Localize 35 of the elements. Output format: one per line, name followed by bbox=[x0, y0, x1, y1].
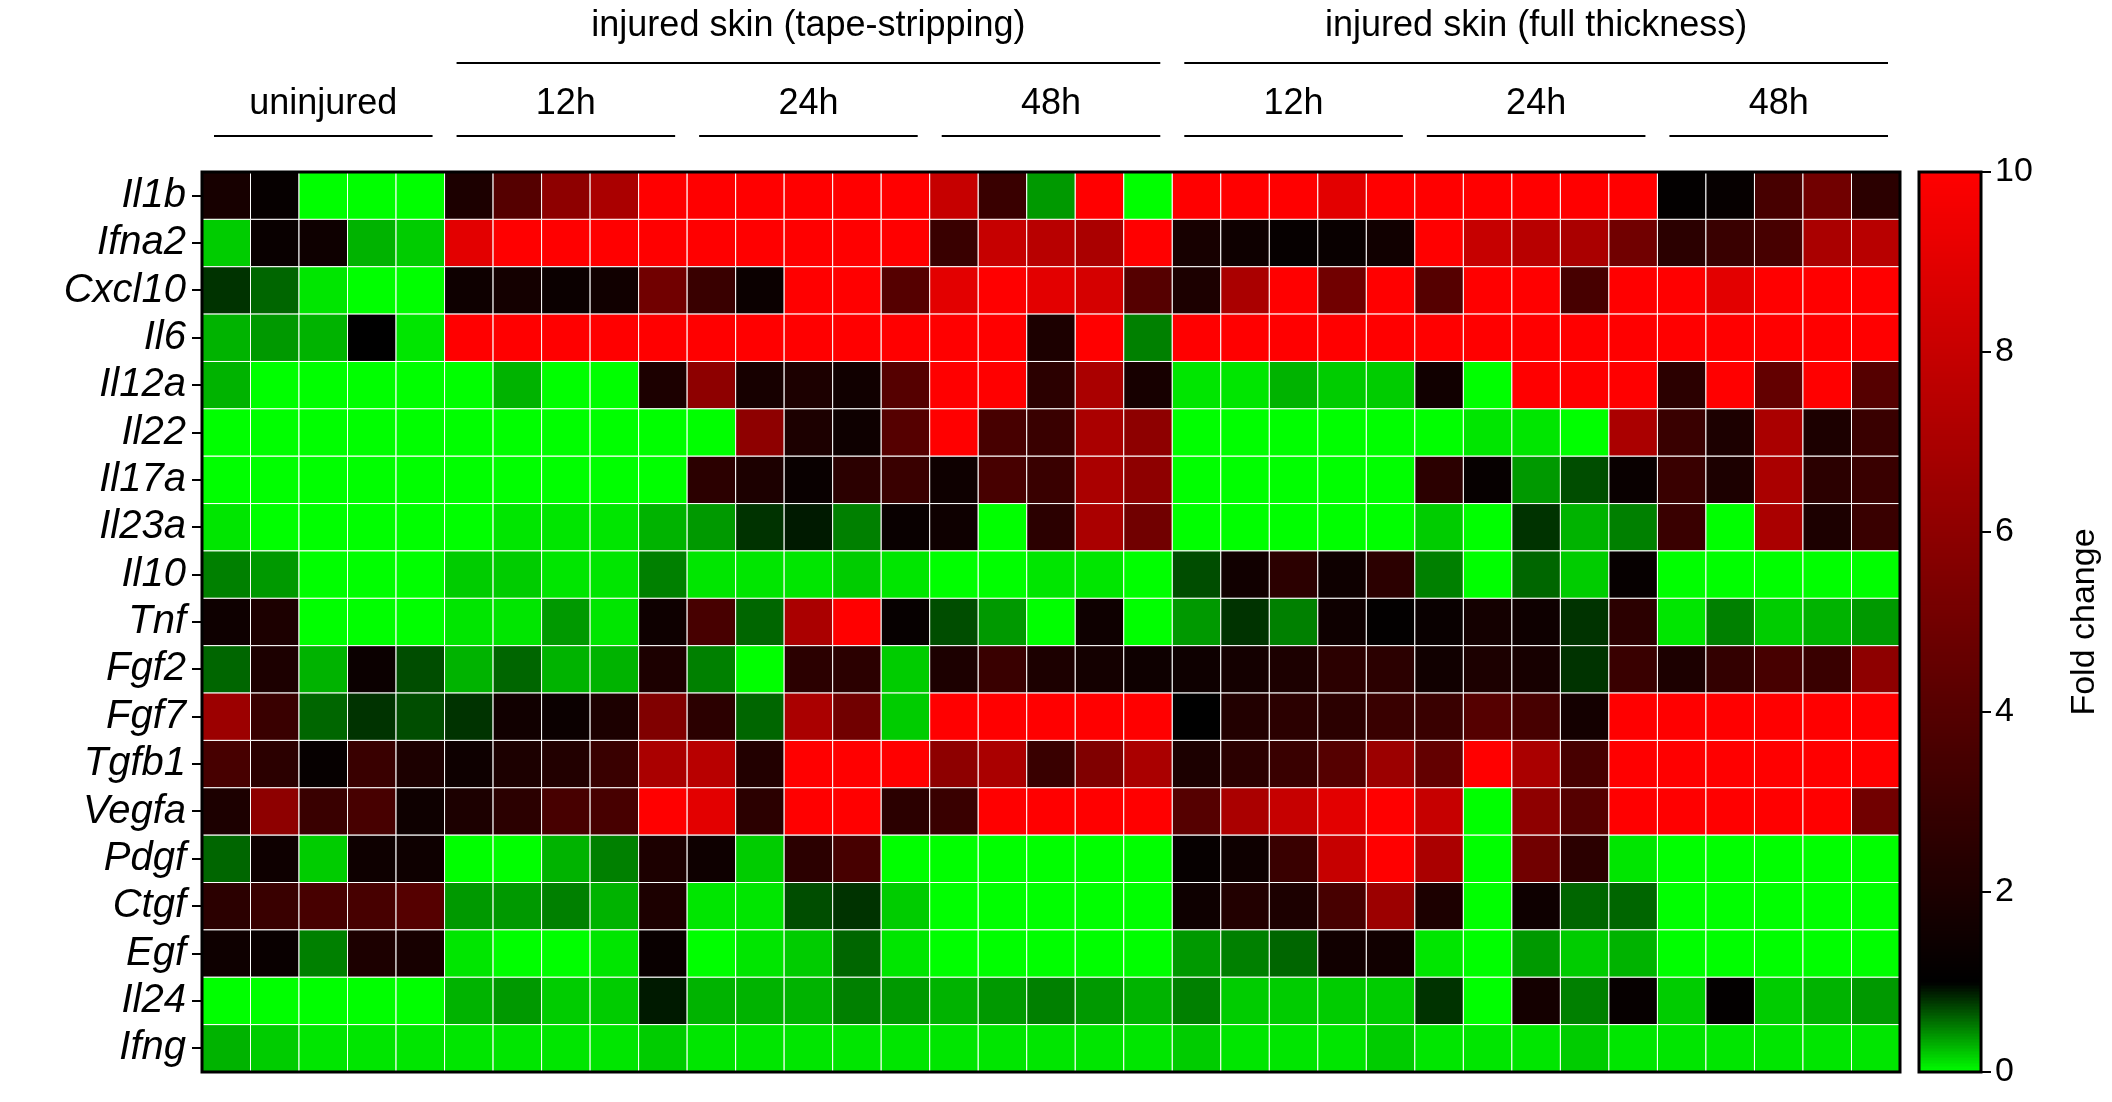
text: injured skin (full thickness) bbox=[1325, 2, 1748, 44]
y-tick-label: Pdgf bbox=[103, 833, 190, 878]
y-tick-label: Fgf7 bbox=[105, 691, 188, 736]
y-tick-label: Tnf bbox=[128, 597, 190, 642]
y-tick-label: Il6 bbox=[143, 312, 187, 357]
color-bar-title: Fold change bbox=[2063, 528, 2102, 716]
text: uninjured bbox=[249, 80, 398, 122]
y-tick-label: Il17a bbox=[99, 455, 186, 500]
color-bar-label: 8 bbox=[1995, 330, 2014, 369]
color-bar-label: 2 bbox=[1995, 870, 2014, 909]
y-tick-label: Il10 bbox=[121, 549, 186, 594]
y-tick-label: Tgfb1 bbox=[83, 739, 186, 784]
y-tick-label: Ifng bbox=[119, 1023, 186, 1068]
color-bar-label: 6 bbox=[1995, 510, 2014, 549]
text: 48h bbox=[1020, 80, 1082, 122]
text: 12h bbox=[535, 80, 596, 122]
y-tick-label: Vegfa bbox=[82, 786, 186, 831]
y-tick-label: Egf bbox=[125, 928, 190, 973]
y-tick-label: Il1b bbox=[121, 170, 186, 215]
y-tick-label: Ctgf bbox=[112, 881, 190, 926]
y-tick-label: Il23a bbox=[99, 502, 186, 547]
text: injured skin (tape-stripping) bbox=[591, 2, 1026, 44]
color-bar-label: 10 bbox=[1995, 150, 2033, 189]
text: 24h bbox=[778, 80, 839, 122]
y-tick-label: Il24 bbox=[121, 976, 186, 1021]
y-tick-label: Il12a bbox=[99, 360, 186, 405]
y-tick-label: Ifna2 bbox=[97, 218, 186, 263]
text: 24h bbox=[1506, 80, 1567, 122]
color-bar-label: 0 bbox=[1995, 1050, 2014, 1089]
y-tick-label: Fgf2 bbox=[105, 644, 186, 689]
y-tick-label: Il22 bbox=[121, 407, 186, 452]
text: 48h bbox=[1748, 80, 1809, 122]
y-tick-label: Cxcl10 bbox=[63, 265, 186, 310]
text: 12h bbox=[1263, 80, 1324, 122]
color-bar-label: 4 bbox=[1995, 690, 2014, 729]
